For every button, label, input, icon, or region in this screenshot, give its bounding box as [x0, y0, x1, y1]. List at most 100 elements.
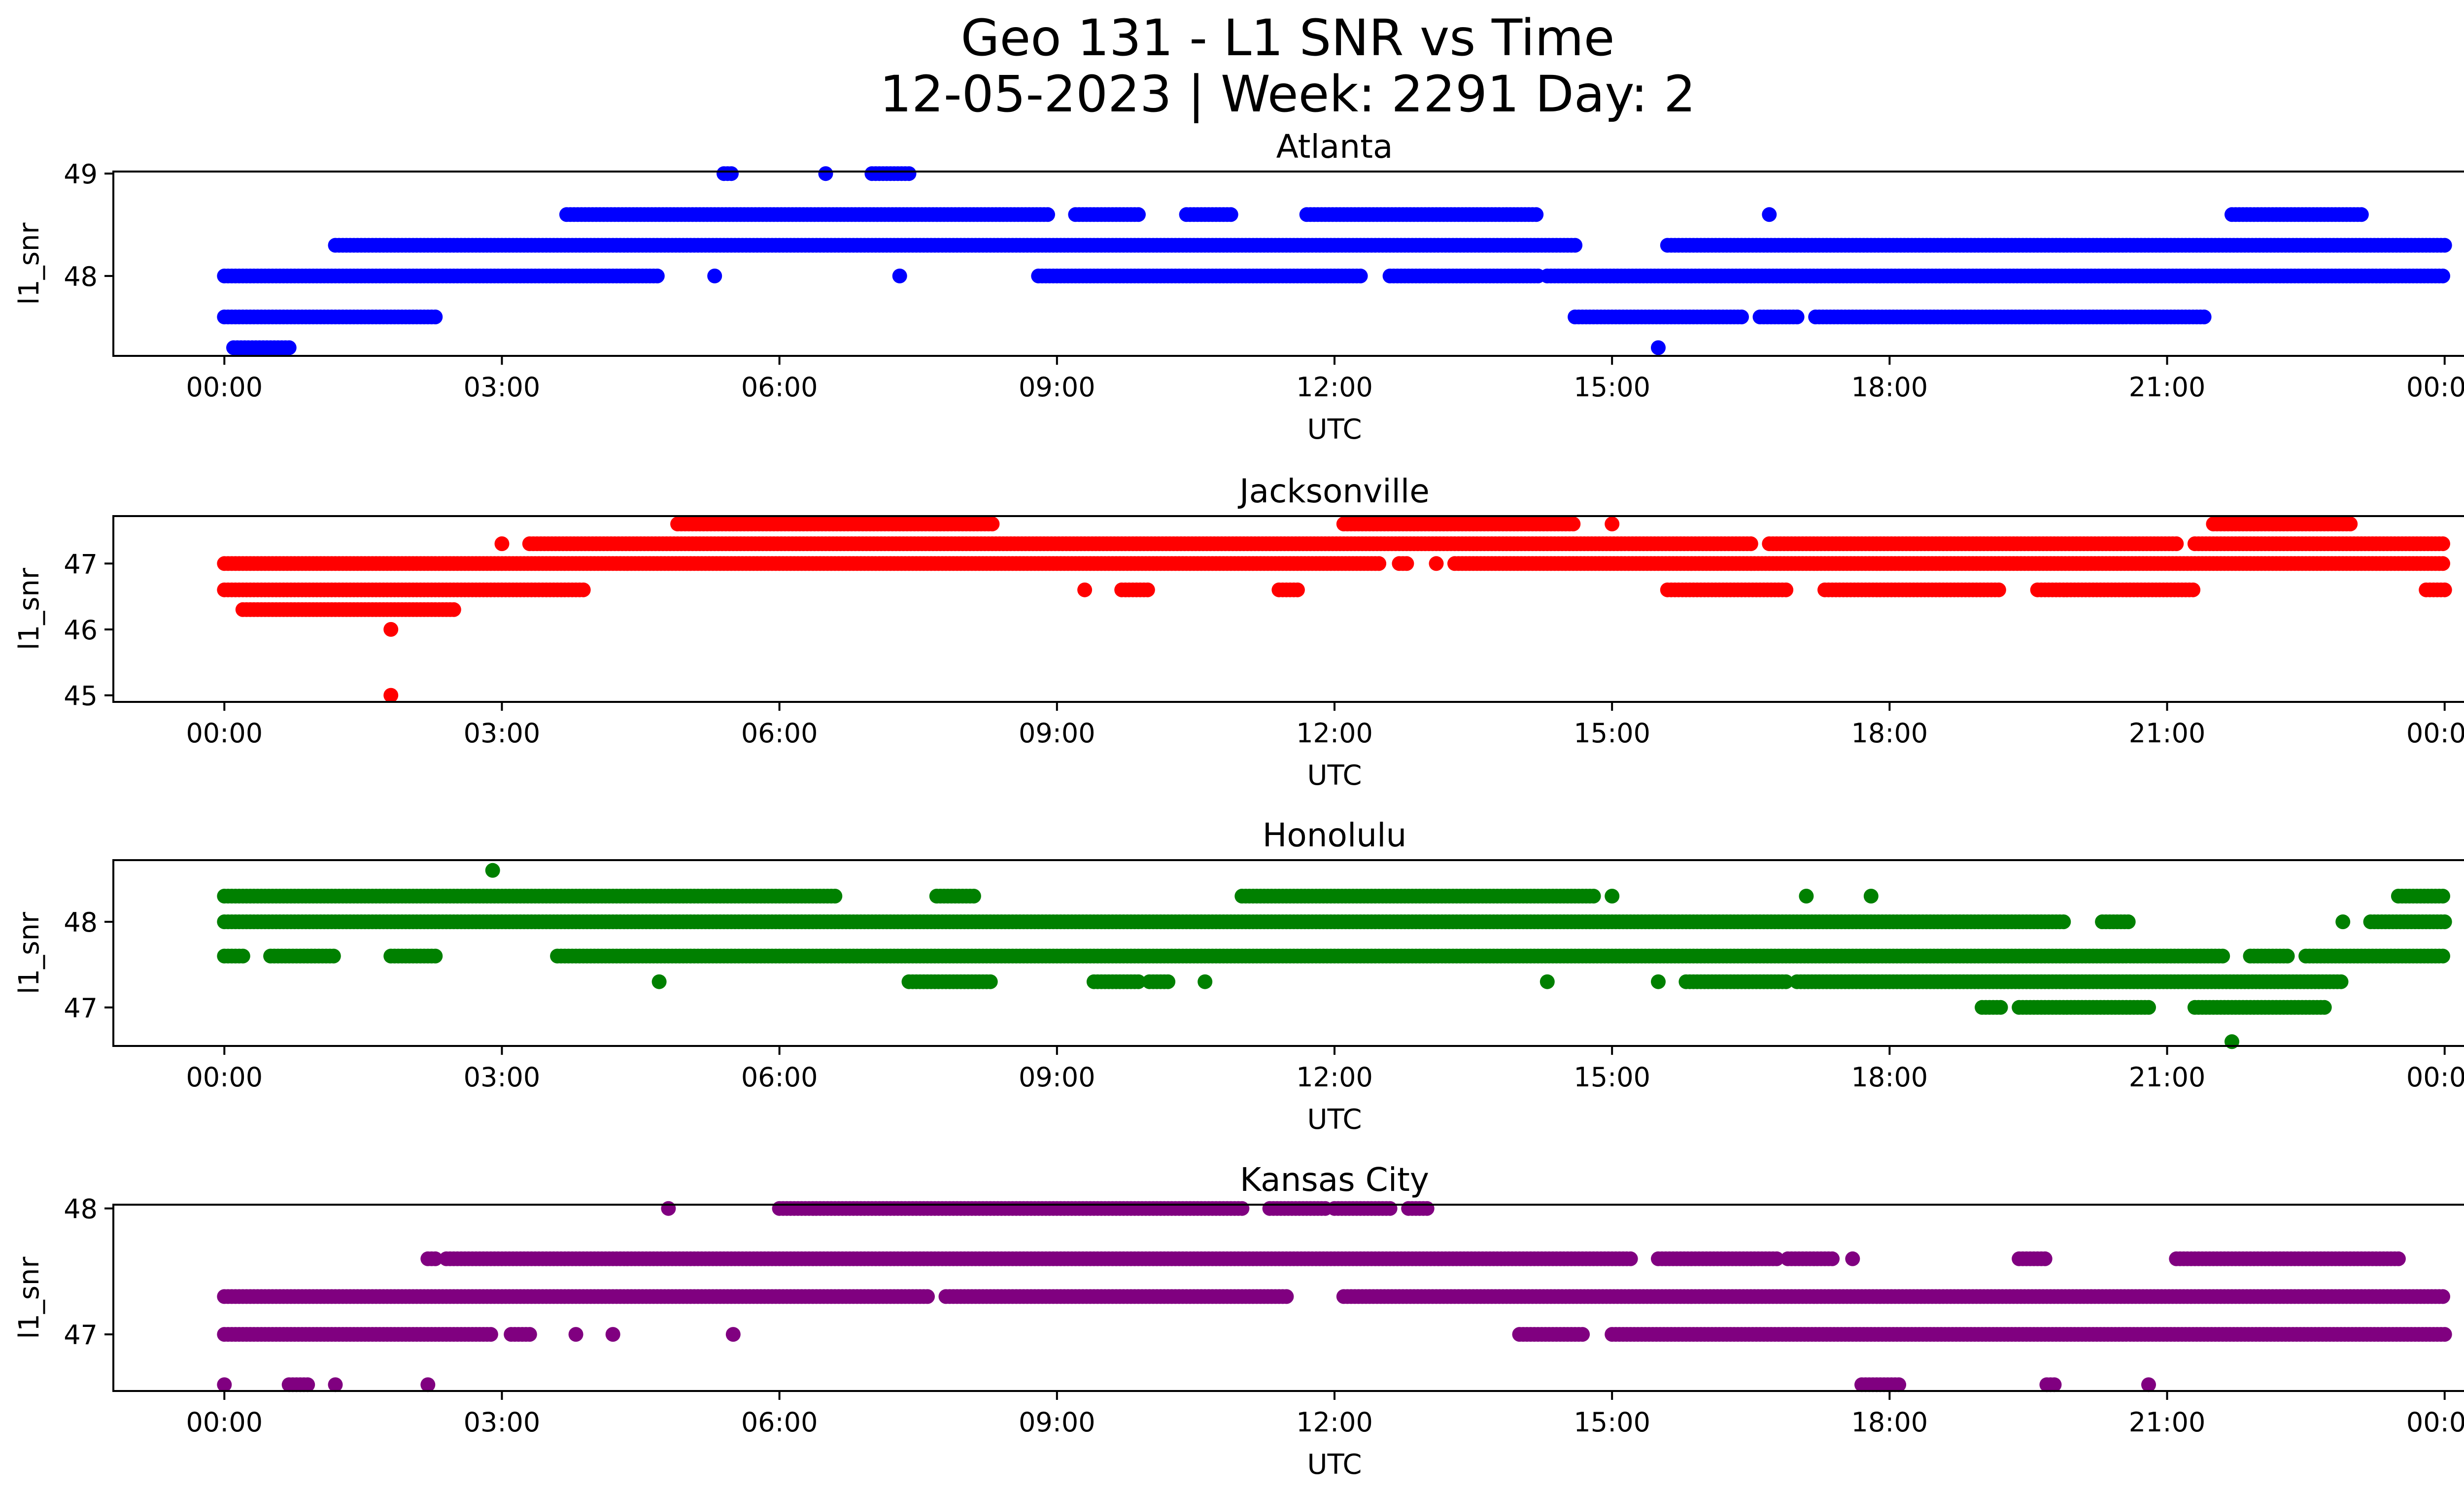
x-tick-label: 06:00 [741, 718, 818, 749]
data-point [2435, 268, 2450, 283]
data-point [2141, 1377, 2156, 1392]
data-point [892, 268, 907, 283]
data-point [383, 622, 399, 637]
data-point [1429, 556, 1444, 571]
y-axis-label: l1_snr [13, 222, 45, 305]
data-point [1734, 310, 1749, 324]
data-point [2435, 948, 2450, 964]
data-point [2317, 1000, 2332, 1015]
data-point [818, 166, 833, 181]
data-point [2437, 238, 2452, 253]
data-point [2280, 948, 2295, 964]
data-point [217, 1377, 232, 1392]
data-point [1198, 974, 1213, 989]
data-point [1651, 340, 1666, 355]
data-point [1891, 1377, 1907, 1392]
data-point [1140, 582, 1155, 597]
x-tick-label: 21:00 [2129, 718, 2206, 749]
y-axis-label: l1_snr [13, 567, 45, 650]
x-axis-label: UTC [1307, 414, 1362, 446]
data-point [1863, 889, 1879, 904]
data-point [2437, 582, 2452, 597]
data-point [485, 863, 500, 878]
x-tick-label: 18:00 [1851, 718, 1928, 749]
x-tick-label: 06:00 [741, 372, 818, 403]
data-point [1077, 582, 1093, 597]
y-axis-label: l1_snr [13, 911, 45, 994]
x-tick-label: 12:00 [1296, 372, 1373, 403]
data-point [2335, 914, 2351, 930]
data-point [1371, 556, 1387, 571]
data-point [420, 1377, 436, 1392]
y-tick-label: 48 [64, 261, 98, 292]
data-point [901, 166, 917, 181]
data-point [300, 1377, 315, 1392]
x-tick-label: 18:00 [1851, 1062, 1928, 1093]
data-point [2186, 582, 2201, 597]
data-point [1290, 582, 1305, 597]
panel-title: Jacksonville [1237, 472, 1430, 510]
data-point [2435, 556, 2450, 571]
data-point [1993, 1000, 2008, 1015]
data-point [725, 1327, 741, 1342]
data-point [522, 1327, 537, 1342]
panel-title: Honolulu [1263, 816, 1407, 854]
data-point [235, 948, 250, 964]
data-point [281, 340, 297, 355]
data-point [2354, 207, 2369, 222]
x-tick-label: 00:00 [186, 1062, 263, 1093]
x-axis-label: UTC [1307, 760, 1362, 792]
x-tick-label: 21:00 [2129, 1062, 2206, 1093]
data-point [1223, 207, 1238, 222]
data-point [1799, 889, 1814, 904]
y-tick-label: 47 [64, 549, 98, 580]
x-tick-label: 00:00 [2406, 372, 2464, 403]
data-point [383, 688, 399, 703]
data-point [1540, 974, 1555, 989]
data-point [1131, 207, 1146, 222]
data-point [428, 948, 443, 964]
data-point [428, 310, 443, 324]
data-point [827, 889, 843, 904]
x-tick-label: 03:00 [464, 718, 541, 749]
data-point [2437, 914, 2452, 930]
x-tick-label: 09:00 [1019, 718, 1095, 749]
data-point [707, 268, 722, 283]
x-tick-label: 06:00 [741, 1062, 818, 1093]
y-tick-label: 46 [64, 615, 98, 646]
data-point [1161, 974, 1176, 989]
x-tick-label: 00:00 [186, 372, 263, 403]
data-point [2141, 1000, 2156, 1015]
x-tick-label: 21:00 [2129, 372, 2206, 403]
data-point [1991, 582, 2006, 597]
data-point [446, 602, 461, 617]
figure-title-line-1: Geo 131 - L1 SNR vs Time [961, 9, 1615, 68]
x-tick-label: 00:00 [2406, 718, 2464, 749]
data-point [326, 948, 341, 964]
x-tick-label: 15:00 [1574, 1062, 1650, 1093]
data-point [2169, 536, 2184, 552]
x-tick-label: 03:00 [464, 372, 541, 403]
data-point [2435, 536, 2450, 552]
data-point [1353, 268, 1368, 283]
data-point [1605, 889, 1620, 904]
panel-title: Kansas City [1240, 1161, 1429, 1199]
data-point [1789, 310, 1805, 324]
x-tick-label: 15:00 [1574, 372, 1650, 403]
data-point [605, 1327, 620, 1342]
figure-title-line-2: 12-05-2023 | Week: 2291 Day: 2 [880, 65, 1696, 124]
data-point [1566, 517, 1581, 531]
data-point [2047, 1377, 2062, 1392]
data-point [2215, 948, 2230, 964]
x-tick-label: 12:00 [1296, 1062, 1373, 1093]
data-point [576, 582, 591, 597]
data-point [2056, 914, 2071, 930]
x-tick-label: 09:00 [1019, 372, 1095, 403]
data-point [983, 974, 998, 989]
data-point [1586, 889, 1601, 904]
data-point [1605, 517, 1620, 531]
x-tick-label: 00:00 [2406, 1062, 2464, 1093]
